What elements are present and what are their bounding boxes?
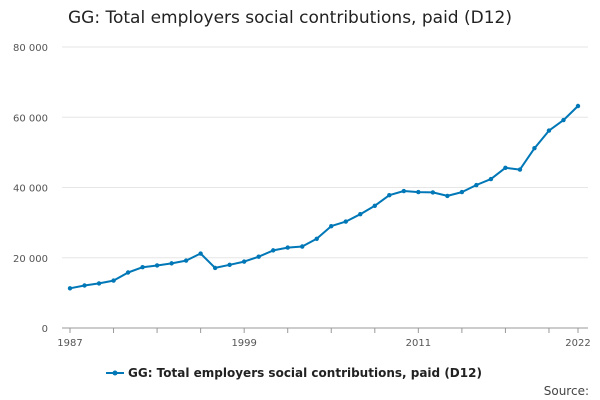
data-point[interactable] bbox=[271, 248, 276, 253]
legend-point-marker bbox=[112, 370, 118, 376]
data-point[interactable] bbox=[343, 219, 348, 224]
y-tick-label: 20 000 bbox=[13, 254, 48, 265]
data-point[interactable] bbox=[474, 182, 479, 188]
y-tick-label: 80 000 bbox=[13, 43, 48, 54]
data-point[interactable] bbox=[329, 223, 334, 229]
data-point[interactable] bbox=[575, 103, 581, 109]
data-point[interactable] bbox=[212, 265, 218, 271]
data-point[interactable] bbox=[430, 190, 436, 195]
data-point[interactable] bbox=[285, 245, 290, 250]
data-point[interactable] bbox=[198, 251, 203, 256]
axes: 0 20 000 40 000 60 000 80 000 1987 1999 2011 202… bbox=[13, 43, 591, 349]
data-point[interactable] bbox=[140, 265, 145, 270]
legend[interactable]: GG: Total employers social contributions… bbox=[106, 366, 482, 380]
data-point[interactable] bbox=[459, 189, 465, 195]
series-line bbox=[69, 105, 579, 290]
data-point[interactable] bbox=[111, 278, 116, 283]
data-point[interactable] bbox=[517, 167, 523, 172]
data-point[interactable] bbox=[372, 203, 377, 208]
data-point[interactable] bbox=[227, 262, 232, 267]
data-point[interactable] bbox=[67, 286, 73, 291]
data-point[interactable] bbox=[546, 128, 552, 133]
legend-label: GG: Total employers social contributions… bbox=[128, 366, 482, 380]
data-point[interactable] bbox=[416, 189, 421, 195]
data-point[interactable] bbox=[256, 254, 261, 259]
source-label: Source: bbox=[544, 384, 589, 398]
x-tick-label: 2011 bbox=[406, 338, 431, 349]
data-point[interactable] bbox=[300, 244, 305, 249]
data-point[interactable] bbox=[387, 193, 392, 198]
data-point[interactable] bbox=[358, 211, 363, 217]
data-point[interactable] bbox=[183, 258, 189, 263]
data-point[interactable] bbox=[532, 145, 537, 151]
data-point[interactable] bbox=[503, 165, 508, 171]
x-tick-label: 2022 bbox=[565, 338, 590, 349]
data-point[interactable] bbox=[445, 193, 450, 199]
y-tick-label: 0 bbox=[42, 324, 48, 335]
x-tick-label: 1999 bbox=[231, 338, 256, 349]
data-point[interactable] bbox=[314, 236, 319, 241]
x-tick-label: 1987 bbox=[57, 338, 82, 349]
data-point[interactable] bbox=[241, 259, 247, 264]
y-tick-label: 60 000 bbox=[13, 113, 48, 124]
data-point[interactable] bbox=[401, 188, 407, 194]
chart-title: GG: Total employers social contributions… bbox=[68, 8, 512, 28]
data-point[interactable] bbox=[96, 281, 102, 286]
data-point[interactable] bbox=[125, 270, 131, 275]
data-point[interactable] bbox=[154, 263, 160, 268]
series-layer bbox=[67, 103, 581, 291]
y-tick-label: 40 000 bbox=[13, 184, 48, 195]
gridlines bbox=[62, 46, 588, 259]
data-point[interactable] bbox=[488, 176, 494, 182]
data-point[interactable] bbox=[82, 283, 87, 288]
data-point[interactable] bbox=[169, 261, 174, 266]
data-point[interactable] bbox=[561, 117, 566, 123]
